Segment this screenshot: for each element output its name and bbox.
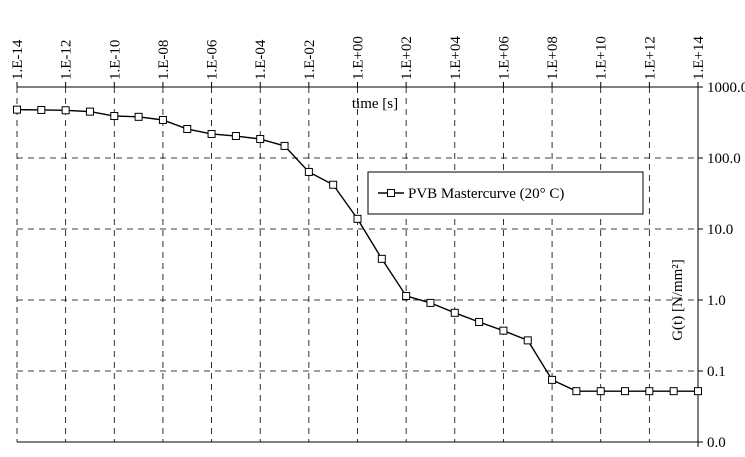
y-tick-label: 0.0 (707, 435, 726, 451)
data-point (256, 135, 265, 144)
x-tick-label: 1.E-10 (107, 40, 123, 80)
x-tick-label: 1.E+14 (691, 36, 707, 80)
data-point (134, 112, 143, 121)
x-tick-label: 1.E+06 (496, 36, 512, 80)
y-tick-label: 0.1 (707, 364, 726, 380)
data-point (280, 141, 289, 150)
data-point (402, 291, 411, 300)
data-point (499, 326, 508, 335)
data-point (13, 105, 21, 114)
data-point (377, 254, 386, 263)
data-point (548, 375, 557, 384)
data-point (207, 129, 216, 138)
x-tick-label: 1.E+10 (594, 36, 610, 80)
data-point (450, 308, 459, 317)
legend-label: PVB Mastercurve (20° C) (408, 186, 564, 202)
data-point (85, 107, 94, 116)
data-point (183, 125, 192, 134)
x-axis-label: time [s] (352, 96, 398, 112)
data-point (572, 387, 581, 396)
legend-box (367, 171, 644, 215)
y-tick-label: 100.0 (707, 151, 741, 167)
x-tick-label: 1.E-06 (205, 39, 221, 80)
x-tick-label: 1.E+02 (399, 36, 415, 80)
data-point (158, 115, 167, 124)
data-point (426, 298, 435, 307)
data-point (231, 132, 240, 141)
data-point (645, 387, 654, 396)
x-tick-label: 1.E+12 (642, 36, 658, 80)
data-point (475, 317, 484, 326)
legend-marker (387, 189, 395, 197)
data-line (16, 108, 698, 392)
data-point (329, 180, 338, 189)
x-tick-label: 1.E+08 (545, 36, 561, 80)
x-tick-label: 1.E+04 (448, 36, 464, 80)
y-tick-label: 10.0 (707, 222, 733, 238)
data-point (694, 387, 702, 396)
x-tick-label: 1.E+00 (351, 36, 367, 80)
data-point (523, 336, 532, 345)
data-point (621, 387, 630, 396)
data-point (669, 387, 678, 396)
y-tick-label: 1000.0 (707, 80, 745, 96)
data-point (37, 105, 46, 114)
data-point (596, 387, 605, 396)
y-tick-label: 1.0 (707, 293, 726, 309)
data-point (353, 214, 362, 223)
x-tick-label: 1.E-04 (253, 39, 269, 80)
data-point (61, 106, 70, 115)
data-point (304, 167, 313, 176)
x-tick-label: 1.E-02 (302, 40, 318, 80)
x-tick-label: 1.E-08 (156, 40, 172, 80)
data-point (110, 112, 119, 121)
x-tick-label: 1.E-14 (10, 39, 26, 80)
x-tick-label: 1.E-12 (59, 40, 75, 80)
